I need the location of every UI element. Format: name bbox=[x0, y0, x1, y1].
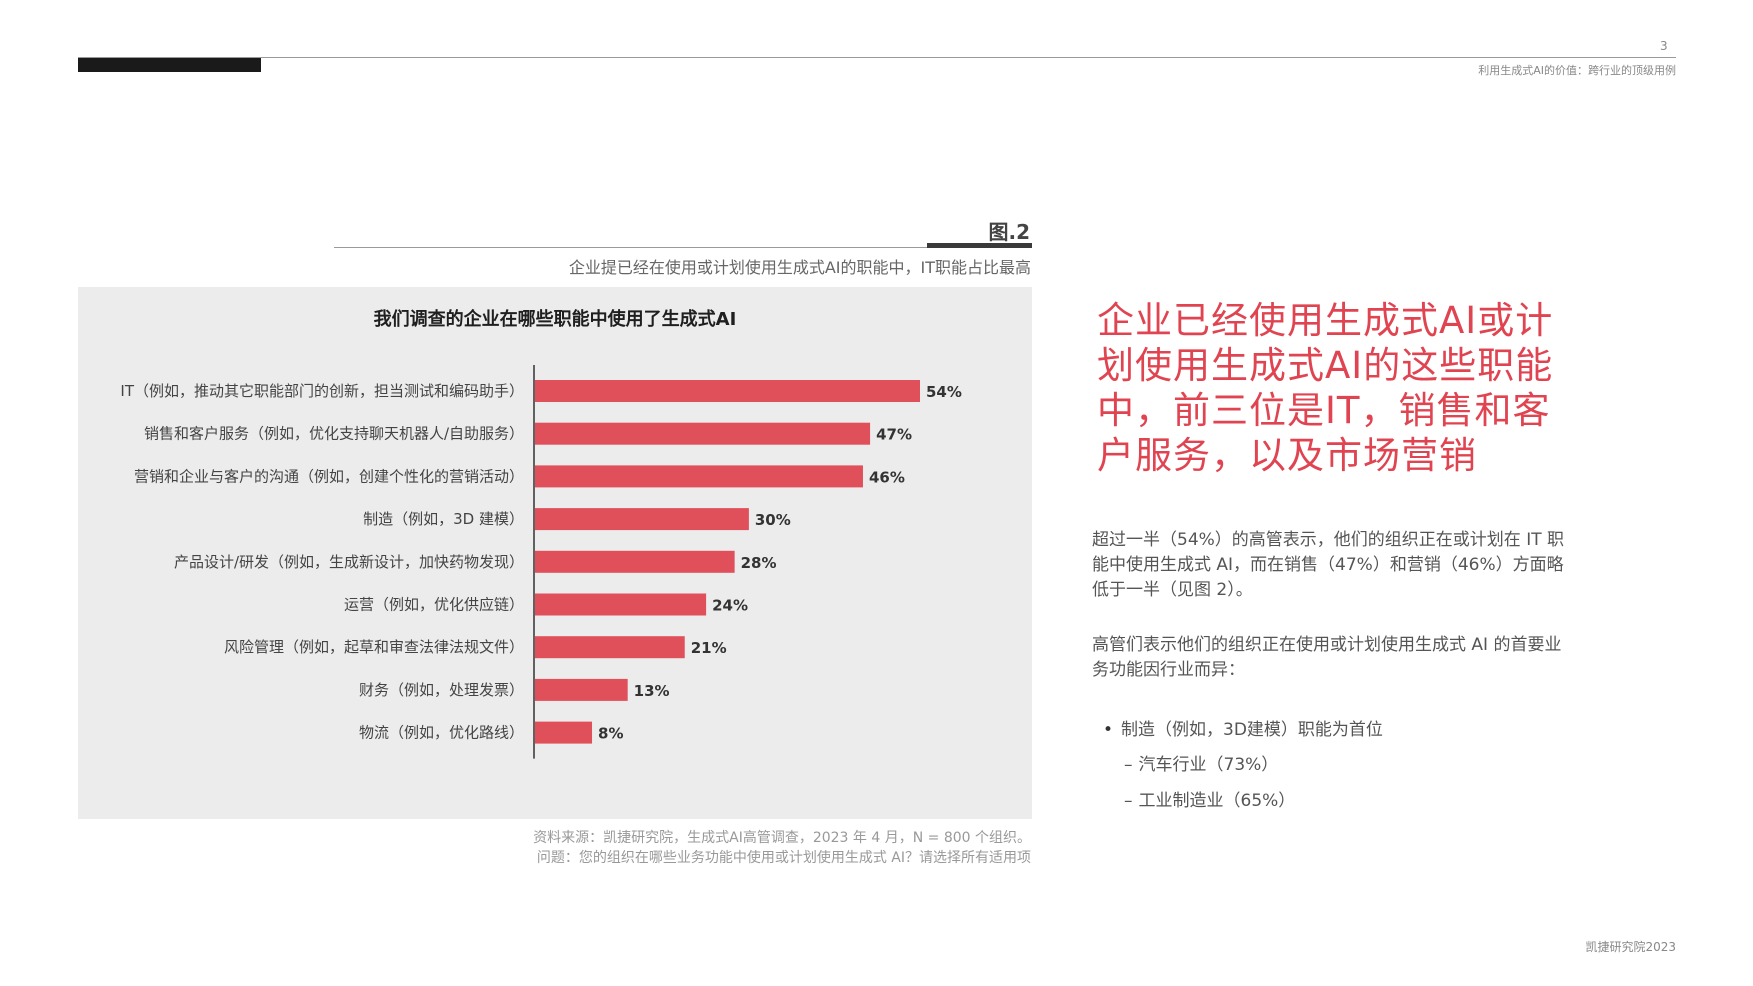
value-label: 30% bbox=[755, 511, 791, 529]
header-accent-bar bbox=[78, 58, 261, 72]
value-label: 47% bbox=[876, 426, 912, 444]
bar bbox=[535, 593, 707, 616]
value-label: 21% bbox=[691, 639, 727, 657]
sidebar-paragraph-1: 超过一半（54%）的高管表示，他们的组织正在或计划在 IT 职能中使用生成式 A… bbox=[1092, 530, 1564, 600]
figure-rule bbox=[334, 247, 1032, 248]
sub-item-text: 汽车行业（73%） bbox=[1138, 755, 1279, 775]
value-label: 28% bbox=[741, 554, 777, 572]
bar bbox=[535, 550, 735, 573]
question-note: 问题：您的组织在哪些业务功能中使用或计划使用生成式 AI？请选择所有适用项 bbox=[536, 850, 1031, 866]
bar bbox=[535, 678, 628, 701]
footer-text: 凯捷研究院2023 bbox=[1585, 940, 1676, 954]
header-rule bbox=[78, 57, 1676, 58]
dash-glyph: – bbox=[1124, 791, 1133, 811]
category-label: 产品设计/研发（例如，生成新设计，加快药物发现） bbox=[174, 553, 524, 571]
category-label: 营销和企业与客户的沟通（例如，创建个性化的营销活动） bbox=[134, 467, 524, 485]
category-label: 销售和客户服务（例如，优化支持聊天机器人/自助服务） bbox=[144, 425, 524, 443]
value-label: 24% bbox=[712, 597, 748, 615]
bar bbox=[535, 380, 920, 402]
value-label: 46% bbox=[869, 468, 905, 486]
category-label: 风险管理（例如，起草和审查法律法规文件） bbox=[224, 638, 524, 656]
value-label: 54% bbox=[926, 383, 962, 401]
source-note: 资料来源：凯捷研究院，生成式AI高管调查，2023 年 4 月，N = 800 … bbox=[533, 830, 1031, 846]
bar bbox=[535, 422, 871, 445]
category-label: 运营（例如，优化供应链） bbox=[344, 596, 524, 614]
category-label: 物流（例如，优化路线） bbox=[359, 724, 524, 742]
value-label: 8% bbox=[598, 725, 623, 743]
chart-panel: 我们调查的企业在哪些职能中使用了生成式AI IT（例如，推动其它职能部门的创新，… bbox=[78, 287, 1032, 819]
bullet-item: • 制造（例如，3D建模）职能为首位 bbox=[1103, 715, 1383, 740]
page-number: 3 bbox=[1660, 39, 1668, 53]
running-title: 利用生成式AI的价值：跨行业的顶级用例 bbox=[1478, 64, 1676, 77]
bar bbox=[535, 465, 863, 488]
bar bbox=[535, 721, 593, 744]
chart-title: 我们调查的企业在哪些职能中使用了生成式AI bbox=[373, 309, 737, 330]
category-label: 财务（例如，处理发票） bbox=[359, 681, 524, 699]
dash-glyph: – bbox=[1124, 755, 1133, 775]
sub-item: – 工业制造业（65%） bbox=[1124, 786, 1295, 811]
bar-chart: IT（例如，推动其它职能部门的创新，担当测试和编码助手） 54% 销售和客户服务（例… bbox=[120, 365, 962, 759]
value-label: 13% bbox=[634, 682, 670, 700]
figure-rule-accent bbox=[927, 243, 1032, 248]
bullet-glyph: • bbox=[1103, 720, 1114, 740]
bullet-text: 制造（例如，3D建模）职能为首位 bbox=[1121, 720, 1383, 740]
figure-label: 图.2 bbox=[988, 220, 1030, 244]
sub-item: – 汽车行业（73%） bbox=[1124, 750, 1278, 775]
category-label: 制造（例如，3D 建模） bbox=[363, 510, 524, 528]
bar bbox=[535, 636, 685, 659]
sub-item-text: 工业制造业（65%） bbox=[1138, 791, 1296, 811]
bar bbox=[535, 508, 749, 531]
sidebar-headline: 企业已经使用生成式AI或计划使用生成式AI的这些职能中，前三位是IT，销售和客户… bbox=[1097, 299, 1554, 477]
figure-caption: 企业提已经在使用或计划使用生成式AI的职能中，IT职能占比最高 bbox=[568, 258, 1031, 277]
category-label: IT（例如，推动其它职能部门的创新，担当测试和编码助手） bbox=[120, 382, 524, 400]
sidebar-paragraph-2: 高管们表示他们的组织正在使用或计划使用生成式 AI 的首要业务功能因行业而异： bbox=[1092, 635, 1562, 680]
